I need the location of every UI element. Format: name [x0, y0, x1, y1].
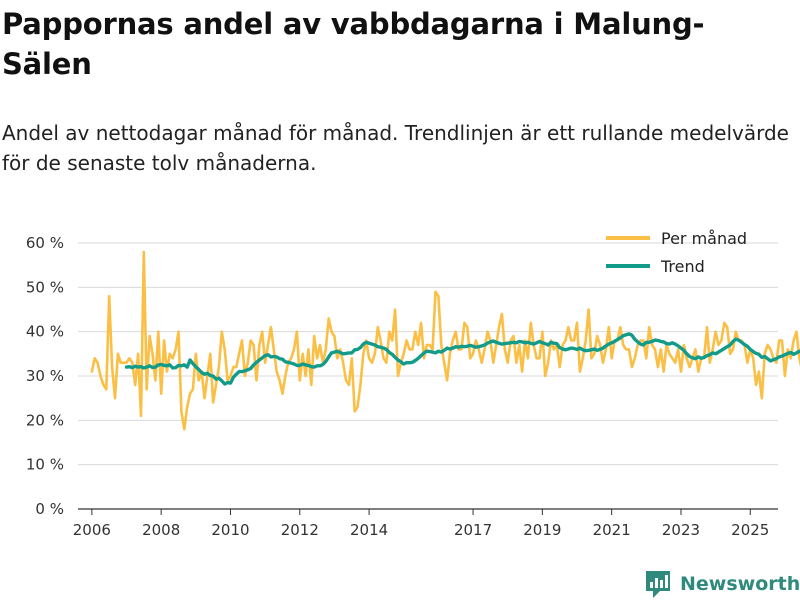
- x-tick-label: 2006: [73, 521, 111, 539]
- x-tick-label: 2025: [731, 521, 769, 539]
- brand-logo[interactable]: Newsworthy: [644, 568, 800, 600]
- x-tick-label: 2014: [350, 521, 388, 539]
- y-tick-label: 50 %: [26, 278, 64, 296]
- y-tick-label: 20 %: [26, 411, 64, 429]
- x-tick-label: 2010: [211, 521, 249, 539]
- legend-label: Per månad: [661, 229, 747, 248]
- y-tick-label: 0 %: [35, 500, 64, 518]
- x-tick-label: 2023: [662, 521, 700, 539]
- x-tick-label: 2012: [281, 521, 319, 539]
- axes: 0 % 10 % 20 % 30 % 40 % 50 % 60 % 2006 2008 2010 2…: [26, 234, 778, 539]
- legend: Per månad Trend: [606, 229, 747, 276]
- newsworthy-logo-icon: [646, 571, 670, 598]
- x-tick-label: 2019: [523, 521, 561, 539]
- y-tick-label: 40 %: [26, 323, 64, 341]
- x-tick-label: 2021: [593, 521, 631, 539]
- y-tick-label: 30 %: [26, 367, 64, 385]
- series-line-per-manad: [90, 250, 800, 431]
- chart-subtitle: Andel av nettodagar månad för månad. Tre…: [2, 121, 789, 175]
- series: [90, 250, 800, 431]
- gridlines: [78, 242, 778, 466]
- y-tick-label: 60 %: [26, 234, 64, 252]
- y-tick-label: 10 %: [26, 456, 64, 474]
- brand-name: Newsworthy: [680, 573, 800, 595]
- series-line-trend: [124, 332, 800, 386]
- legend-label: Trend: [660, 257, 705, 276]
- x-tick-label: 2008: [142, 521, 180, 539]
- chart-title: Pappornas andel av vabbdagarna i Malung-…: [2, 7, 705, 81]
- x-tick-label: 2017: [454, 521, 492, 539]
